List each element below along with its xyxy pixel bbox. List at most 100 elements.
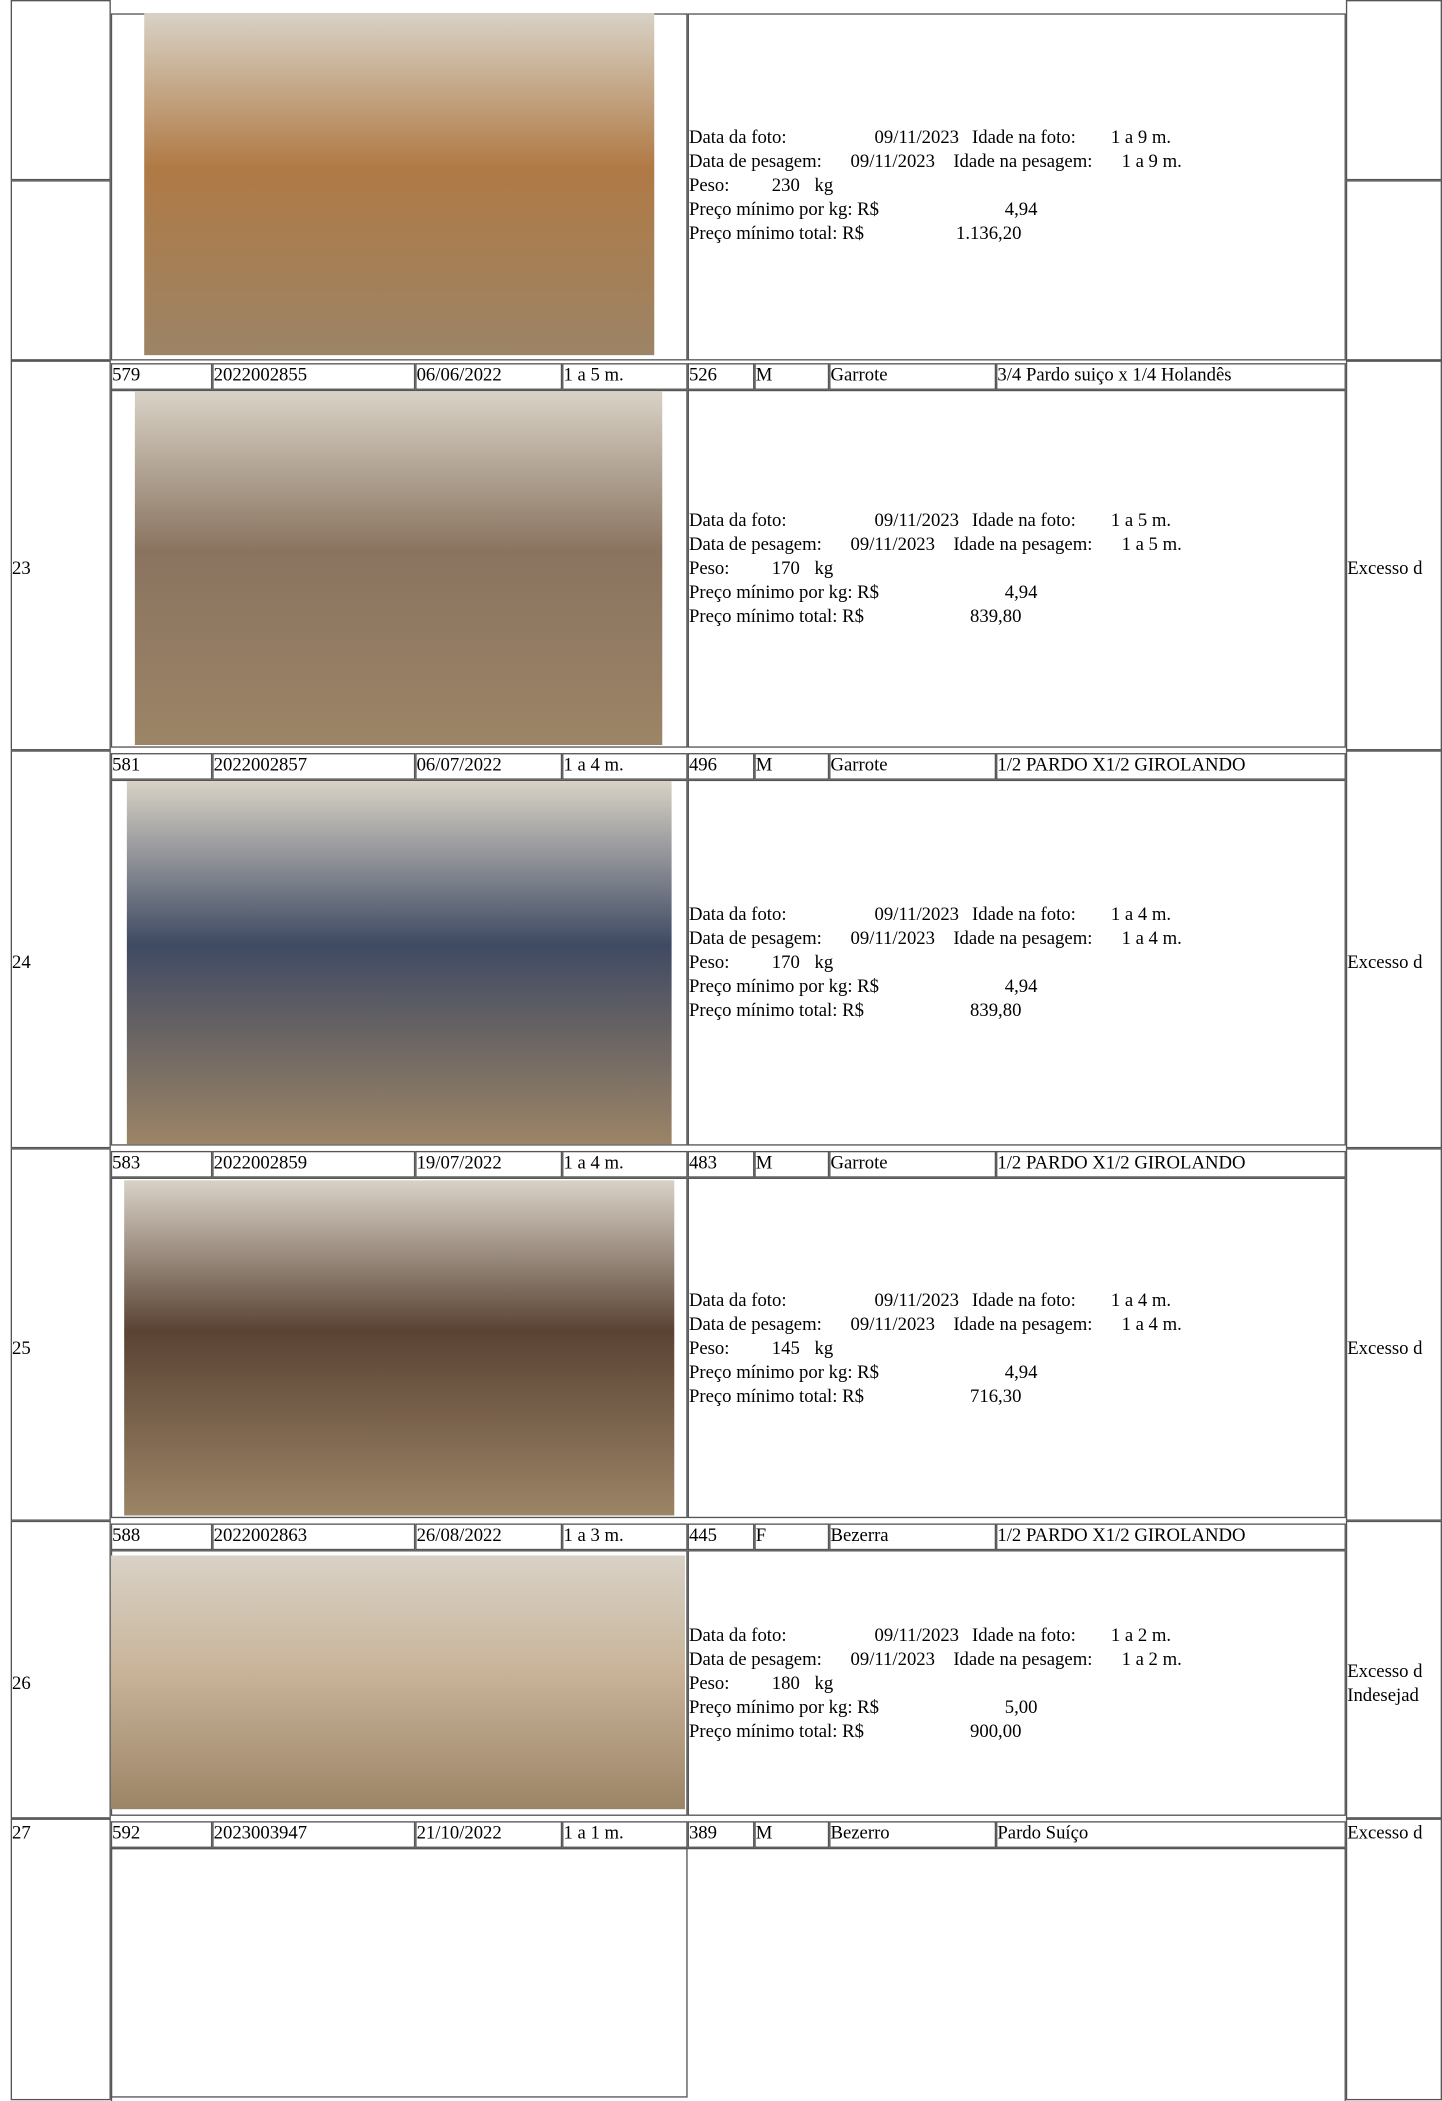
label: Data de pesagem: (688, 1314, 822, 1335)
value: 1 a 2 m. (1110, 1625, 1172, 1646)
label: Idade na pesagem: (953, 152, 1093, 173)
breed: 1/2 PARDO X1/2 GIROLANDO (997, 1153, 1246, 1174)
details-cell (110, 1847, 1346, 2101)
sex: M (755, 365, 773, 386)
header-cell (415, 753, 563, 780)
value: 09/11/2023 (850, 1314, 935, 1335)
code: 483 (688, 1153, 718, 1174)
value: 170 (771, 953, 800, 974)
label: Idade na pesagem: (953, 929, 1093, 950)
note: Excesso d (1347, 953, 1423, 974)
value: 145 (771, 1338, 800, 1359)
lot: 583 (112, 1153, 141, 1174)
value: 09/11/2023 (850, 535, 935, 556)
row-cell (1345, 0, 1442, 181)
lot: 579 (112, 365, 141, 386)
label: Data da foto: (688, 1625, 787, 1646)
value: 5,00 (1004, 1697, 1038, 1718)
row-cell (1345, 360, 1442, 751)
birth: 06/06/2022 (416, 365, 502, 386)
label: Data da foto: (688, 905, 787, 926)
row-number: 23 (12, 559, 31, 580)
header-cell (996, 1150, 1346, 1178)
label: Peso: (688, 1338, 730, 1359)
code: 389 (688, 1823, 718, 1844)
header-cell (562, 363, 688, 390)
id: 2022002859 (213, 1153, 308, 1174)
label: Preço mínimo por kg: R$ (688, 200, 879, 221)
value: 4,94 (1004, 583, 1038, 604)
header-cell (212, 1821, 416, 1848)
lot: 588 (112, 1526, 141, 1547)
header-cell (829, 1150, 997, 1178)
header-cell (110, 1150, 213, 1178)
label: Preço mínimo total: R$ (688, 607, 864, 628)
value: 09/11/2023 (850, 152, 935, 173)
category: Garrote (830, 1153, 888, 1174)
value: 4,94 (1004, 977, 1038, 998)
birth: 06/07/2022 (416, 755, 502, 776)
note: Indesejad (1347, 1685, 1419, 1706)
lot: 581 (112, 755, 141, 776)
row-number: 26 (12, 1673, 31, 1694)
code: 445 (688, 1526, 718, 1547)
value: 839,80 (970, 607, 1022, 628)
header-cell (562, 1150, 688, 1178)
details-cell (687, 1177, 1346, 1519)
label: Preço mínimo total: R$ (688, 224, 864, 245)
label: Idade na foto: (972, 1625, 1076, 1646)
value: 716,30 (970, 1386, 1022, 1407)
id: 2022002857 (213, 755, 308, 776)
header-cell (829, 1523, 997, 1551)
value: 230 (771, 176, 800, 197)
row-number: 27 (12, 1823, 31, 1844)
category: Garrote (830, 365, 888, 386)
age: 1 a 1 m. (563, 1823, 624, 1844)
label: Data da foto: (688, 1290, 787, 1311)
row-cell (10, 180, 111, 361)
details-cell (687, 13, 1346, 361)
row-cell (10, 1818, 111, 2101)
header-cell (829, 1821, 997, 1848)
header-cell (754, 1523, 830, 1551)
label: Preço mínimo por kg: R$ (688, 583, 879, 604)
row-cell (10, 1520, 111, 1819)
label: Idade na pesagem: (953, 1649, 1093, 1670)
header-cell (687, 363, 755, 390)
value: 09/11/2023 (850, 1649, 935, 1670)
photo (110, 1555, 685, 1810)
label: Data de pesagem: (688, 929, 822, 950)
label: Idade na pesagem: (953, 535, 1093, 556)
row-cell (1345, 180, 1442, 361)
note: Excesso d (1347, 1823, 1423, 1844)
header-cell (562, 1523, 688, 1551)
label: Data da foto: (688, 511, 787, 532)
code: 496 (688, 755, 718, 776)
header-cell (110, 363, 213, 390)
row-number: 24 (12, 953, 31, 974)
header-cell (996, 753, 1346, 780)
age: 1 a 3 m. (563, 1526, 624, 1547)
id: 2023003947 (213, 1823, 308, 1844)
age: 1 a 4 m. (563, 755, 624, 776)
value: 1 a 4 m. (1121, 1314, 1182, 1335)
breed: 1/2 PARDO X1/2 GIROLANDO (997, 755, 1246, 776)
value: 09/11/2023 (874, 1625, 960, 1646)
header-cell (212, 753, 416, 780)
header-cell (754, 363, 830, 390)
header-cell (110, 1523, 213, 1551)
photo-cell (110, 389, 688, 748)
birth: 19/07/2022 (416, 1153, 502, 1174)
photo (144, 13, 655, 356)
value: 1 a 2 m. (1121, 1649, 1182, 1670)
value: 1 a 4 m. (1121, 929, 1182, 950)
label: Peso: (688, 953, 730, 974)
details-cell (687, 779, 1346, 1146)
row-cell (1345, 1520, 1442, 1819)
category: Garrote (830, 755, 888, 776)
value: 09/11/2023 (874, 905, 960, 926)
breed: 1/2 PARDO X1/2 GIROLANDO (997, 1526, 1246, 1547)
value: 839,80 (970, 1001, 1022, 1022)
birth: 26/08/2022 (416, 1526, 502, 1547)
